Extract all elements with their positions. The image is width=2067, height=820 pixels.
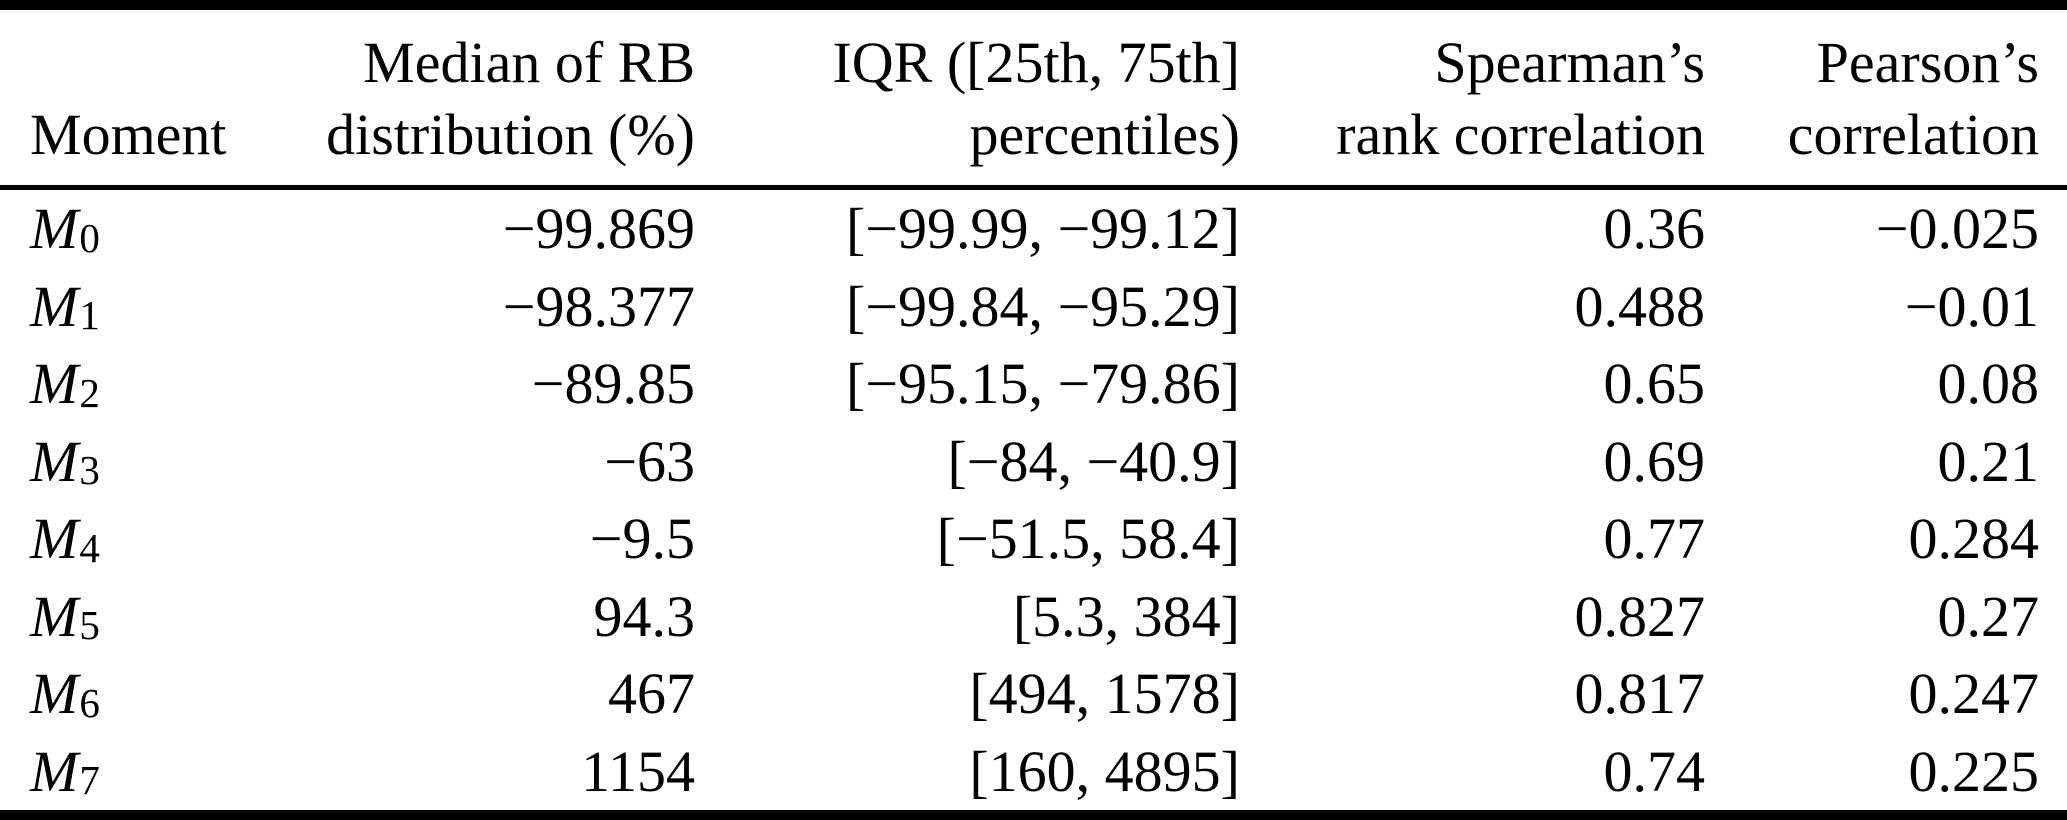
header-spearman-line2: rank correlation: [1336, 102, 1705, 167]
spearman-cell: 0.817: [1574, 661, 1706, 727]
header-median-line1: Median of RB: [363, 30, 695, 95]
spearman-cell: 0.74: [1603, 738, 1706, 804]
moment-subscript: 7: [79, 757, 100, 804]
moment-symbol: M: [30, 196, 79, 262]
iqr-cell: [−95.15, −79.86]: [845, 351, 1240, 417]
iqr-cell: [494, 1578]: [969, 661, 1240, 727]
header-iqr: IQR ([25th, 75th] percentiles): [695, 10, 1240, 185]
median-cell: −89.85: [531, 351, 695, 417]
moment-symbol: M: [30, 428, 79, 494]
header-spearman-line1: Spearman’s: [1434, 30, 1705, 95]
table-top-rule: [0, 0, 2067, 10]
moment-subscript: 0: [79, 214, 100, 261]
moment-symbol: M: [30, 738, 79, 804]
header-pearson: Pearson’s correlation: [1705, 10, 2067, 185]
pearson-cell: 0.247: [1908, 661, 2040, 727]
header-median: Median of RB distribution (%): [300, 10, 695, 185]
pearson-cell: 0.21: [1937, 428, 2040, 494]
pearson-cell: −0.01: [1904, 273, 2039, 339]
iqr-cell: [−99.99, −99.12]: [845, 196, 1240, 262]
median-cell: −98.377: [502, 273, 695, 339]
median-cell: 467: [608, 661, 695, 727]
spearman-cell: 0.65: [1603, 351, 1706, 417]
median-cell: −9.5: [589, 506, 695, 572]
header-pearson-line1: Pearson’s: [1816, 30, 2039, 95]
moment-subscript: 4: [79, 524, 100, 571]
iqr-cell: [160, 4895]: [969, 738, 1240, 804]
header-iqr-line1: IQR ([25th, 75th]: [832, 30, 1240, 95]
moment-symbol: M: [30, 273, 79, 339]
header-median-line2: distribution (%): [326, 102, 695, 167]
median-cell: −63: [604, 428, 695, 494]
moment-subscript: 1: [79, 292, 100, 339]
table-header-row: Moment Median of RB distribution (%) IQR…: [0, 10, 2067, 185]
header-moment-label: Moment: [30, 102, 227, 167]
table-bottom-rule: [0, 810, 2067, 820]
spearman-cell: 0.36: [1603, 196, 1706, 262]
spearman-cell: 0.77: [1603, 506, 1706, 572]
iqr-cell: [5.3, 384]: [1012, 583, 1240, 649]
moment-subscript: 2: [79, 369, 100, 416]
spearman-cell: 0.69: [1603, 428, 1706, 494]
header-pearson-line2: correlation: [1787, 102, 2039, 167]
moment-symbol: M: [30, 661, 79, 727]
moment-symbol: M: [30, 583, 79, 649]
spearman-cell: 0.827: [1574, 583, 1706, 649]
median-cell: 94.3: [593, 583, 696, 649]
spearman-cell: 0.488: [1574, 273, 1706, 339]
pearson-cell: 0.284: [1908, 506, 2040, 572]
pearson-cell: 0.27: [1937, 583, 2040, 649]
iqr-cell: [−99.84, −95.29]: [845, 273, 1240, 339]
header-spearman: Spearman’s rank correlation: [1240, 10, 1705, 185]
median-cell: −99.869: [502, 196, 695, 262]
moment-symbol: M: [30, 351, 79, 417]
iqr-cell: [−84, −40.9]: [947, 428, 1240, 494]
table-header-rule: [0, 185, 2067, 190]
moment-subscript: 5: [79, 602, 100, 649]
median-cell: 1154: [581, 738, 695, 804]
pearson-cell: 0.225: [1908, 738, 2040, 804]
pearson-cell: 0.08: [1937, 351, 2040, 417]
pearson-cell: −0.025: [1875, 196, 2039, 262]
moment-symbol: M: [30, 506, 79, 572]
moment-subscript: 3: [79, 447, 100, 494]
header-iqr-line2: percentiles): [969, 102, 1240, 167]
header-moment: Moment: [0, 10, 300, 185]
moment-subscript: 6: [79, 679, 100, 726]
iqr-cell: [−51.5, 58.4]: [936, 506, 1240, 572]
